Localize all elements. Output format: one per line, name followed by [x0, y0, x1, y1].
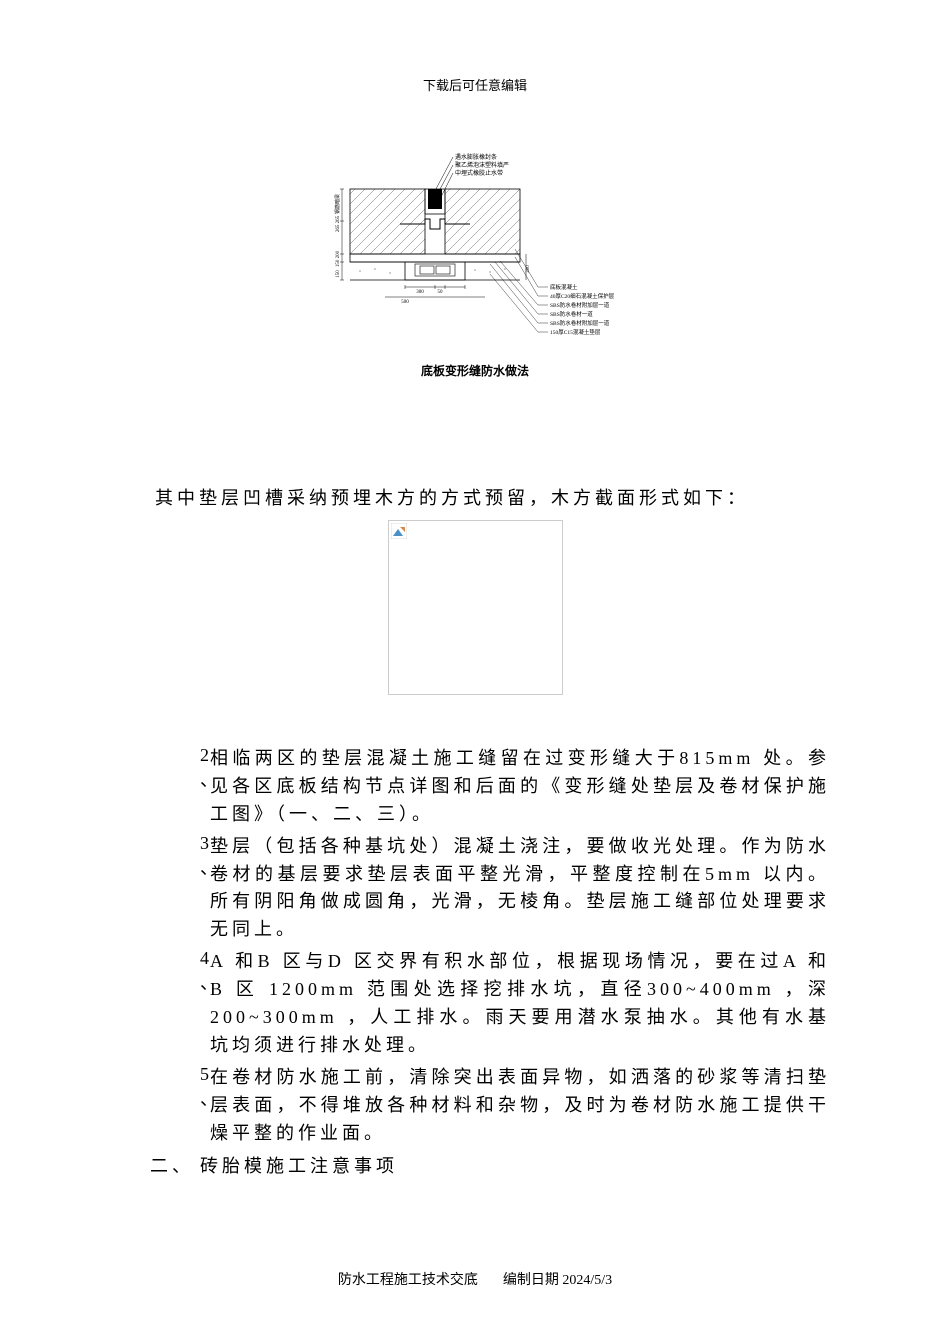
item-content: 在卷材防水施工前，清除突出表面异物，如洒落的砂浆等清扫垫层表面，不得堆放各种材料… [210, 1064, 850, 1148]
svg-text:SBS防水卷材附加层一道: SBS防水卷材附加层一道 [550, 319, 610, 327]
svg-text:SBS防水卷材附加层一道: SBS防水卷材附加层一道 [550, 301, 610, 309]
footer-doc-title: 防水工程施工技术交底 [338, 1273, 478, 1288]
item-number: 5 、 [100, 1064, 210, 1148]
header-note: 下载后可任意编辑 [100, 75, 850, 94]
svg-text:300: 300 [416, 290, 424, 295]
footer-date-label: 编制日期 [503, 1273, 559, 1288]
svg-text:150 200: 150 200 [336, 250, 341, 267]
intro-text: 其中垫层凹槽采纳预埋木方的方式预留，木方截面形式如下： [155, 484, 850, 510]
list-item: 2 、 相临两区的垫层混凝土施工缝留在过变形缝大于815mm 处。参见各区底板结… [100, 745, 850, 829]
placeholder-image-box [388, 520, 563, 695]
item-number: 2 、 [100, 745, 210, 829]
section-title: 砖胎模施工注意事项 [200, 1152, 398, 1178]
svg-text:50: 50 [438, 290, 444, 295]
svg-text:遇水膨胀橡封条: 遇水膨胀橡封条 [455, 153, 497, 161]
item-content: A 和B 区与D 区交界有积水部位，根据现场情况，要在过A 和 B 区 1200… [210, 948, 850, 1060]
diagram-caption: 底板变形缝防水做法 [421, 362, 529, 379]
list-item: 5 、 在卷材防水施工前，清除突出表面异物，如洒落的砂浆等清扫垫层表面，不得堆放… [100, 1064, 850, 1148]
waterproof-diagram: 遇水膨胀橡封条 聚乙烯泡沫塑料填严 中埋式橡胶止水带 [320, 144, 630, 374]
footer-date-value: 2024/5/3 [562, 1273, 612, 1288]
diagram-container: 遇水膨胀橡封条 聚乙烯泡沫塑料填严 中埋式橡胶止水带 [320, 144, 630, 374]
footer: 防水工程施工技术交底 编制日期 2024/5/3 [0, 1269, 950, 1289]
svg-text:中埋式橡胶止水带: 中埋式橡胶止水带 [455, 169, 503, 177]
list-item: 3 、 垫层（包括各种基坑处）混凝土浇注，要做收光处理。作为防水卷材的基层要求垫… [100, 833, 850, 945]
list-item: 4 、 A 和B 区与D 区交界有积水部位，根据现场情况，要在过A 和 B 区 … [100, 948, 850, 1060]
svg-text:150厚C15混凝土垫层: 150厚C15混凝土垫层 [550, 328, 601, 336]
broken-image-icon [391, 523, 407, 539]
svg-text:聚乙烯泡沫塑料填严: 聚乙烯泡沫塑料填严 [455, 161, 509, 169]
item-number: 4 、 [100, 948, 210, 1060]
section-number: 二、 [100, 1152, 200, 1178]
svg-text:钢筋暗梁: 钢筋暗梁 [334, 194, 341, 214]
svg-text:500: 500 [401, 300, 409, 305]
section-heading: 二、 砖胎模施工注意事项 [100, 1152, 850, 1178]
svg-text:265 265: 265 265 [336, 215, 341, 232]
svg-text:底板混凝土: 底板混凝土 [550, 283, 578, 291]
item-content: 相临两区的垫层混凝土施工缝留在过变形缝大于815mm 处。参见各区底板结构节点详… [210, 745, 850, 829]
svg-text:150: 150 [336, 270, 341, 278]
svg-text:SBS防水卷材一道: SBS防水卷材一道 [550, 310, 593, 318]
item-content: 垫层（包括各种基坑处）混凝土浇注，要做收光处理。作为防水卷材的基层要求垫层表面平… [210, 833, 850, 945]
item-number: 3 、 [100, 833, 210, 945]
svg-text:40厚C20细石混凝土保护层: 40厚C20细石混凝土保护层 [550, 292, 615, 300]
